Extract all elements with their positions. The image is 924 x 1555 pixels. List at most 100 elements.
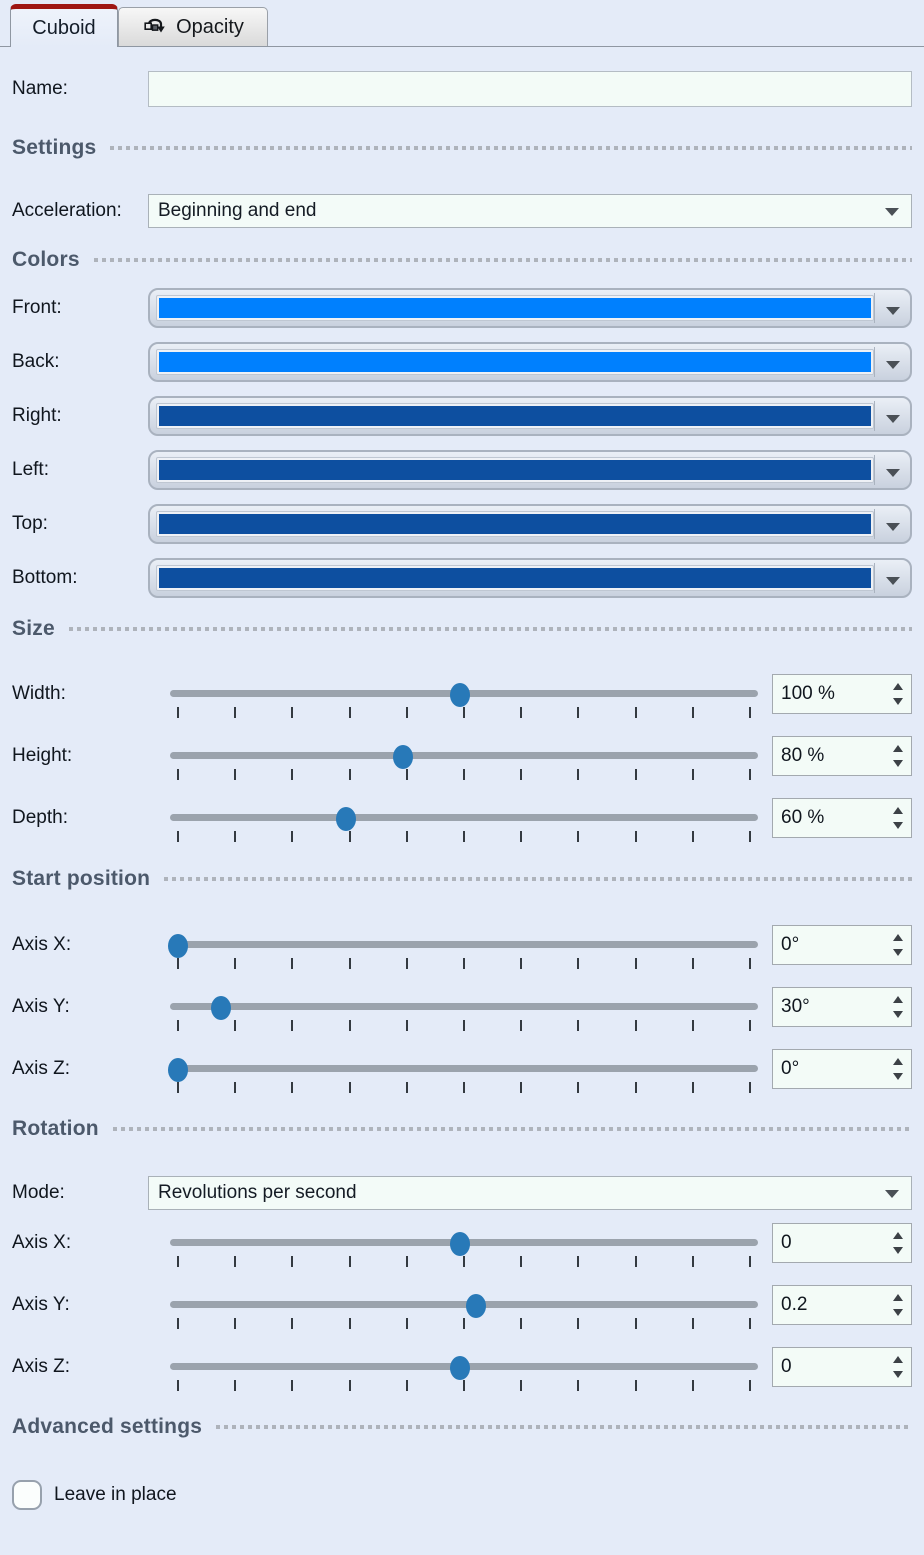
- section-divider: [68, 627, 912, 631]
- acceleration-label: Acceleration:: [12, 200, 122, 221]
- height-spinbox[interactable]: 80 %: [772, 736, 912, 776]
- slider-handle[interactable]: [211, 996, 232, 1020]
- color-row-back: Back:: [0, 342, 924, 382]
- color-dropdown-button[interactable]: [874, 509, 910, 539]
- acceleration-dropdown[interactable]: Beginning and end: [148, 194, 912, 228]
- color-picker-bottom[interactable]: [148, 558, 912, 598]
- start-axis-x-row: Axis X: 0°: [0, 917, 924, 973]
- width-value: 100 %: [781, 683, 835, 704]
- spin-down-icon[interactable]: [893, 1073, 903, 1080]
- slider-track[interactable]: [170, 941, 758, 948]
- section-start-position: Start position: [0, 865, 924, 893]
- chevron-down-icon: [885, 577, 900, 585]
- name-input[interactable]: [148, 71, 912, 107]
- depth-slider[interactable]: [170, 807, 758, 842]
- spin-down-icon[interactable]: [893, 1309, 903, 1316]
- section-advanced: Advanced settings: [0, 1413, 924, 1441]
- section-size: Size: [0, 615, 924, 643]
- spin-down-icon[interactable]: [893, 698, 903, 705]
- height-slider-row: Height: 80 %: [0, 728, 924, 784]
- rotation-axis-y-row: Axis Y: 0.2: [0, 1277, 924, 1333]
- mode-dropdown[interactable]: Revolutions per second: [148, 1176, 912, 1210]
- slider-track[interactable]: [170, 752, 758, 759]
- depth-spinbox[interactable]: 60 %: [772, 798, 912, 838]
- leave-in-place-label: Leave in place: [54, 1484, 177, 1505]
- slider-handle[interactable]: [450, 683, 471, 707]
- spin-up-icon[interactable]: [893, 934, 903, 941]
- slider-track[interactable]: [170, 1003, 758, 1010]
- slider-track[interactable]: [170, 1065, 758, 1072]
- slider-handle[interactable]: [393, 745, 414, 769]
- color-picker-front[interactable]: [148, 288, 912, 328]
- color-dropdown-button[interactable]: [874, 455, 910, 485]
- color-picker-top[interactable]: [148, 504, 912, 544]
- color-front-label: Front:: [12, 297, 62, 318]
- slider-ticks: [177, 831, 751, 842]
- spin-up-icon[interactable]: [893, 996, 903, 1003]
- start-axis-x-slider[interactable]: [168, 934, 758, 969]
- tab-opacity[interactable]: Opacity: [118, 7, 268, 46]
- rotation-axis-z-slider[interactable]: [170, 1356, 758, 1391]
- depth-slider-row: Depth: 60 %: [0, 790, 924, 846]
- start-axis-z-spinbox[interactable]: 0°: [772, 1049, 912, 1089]
- spin-down-icon[interactable]: [893, 949, 903, 956]
- spin-up-icon[interactable]: [893, 1356, 903, 1363]
- chevron-down-icon: [885, 523, 900, 531]
- slider-handle[interactable]: [168, 934, 189, 958]
- spin-down-icon[interactable]: [893, 1247, 903, 1254]
- slider-handle[interactable]: [335, 807, 356, 831]
- rotation-axis-y-spinbox[interactable]: 0.2: [772, 1285, 912, 1325]
- start-axis-y-slider[interactable]: [170, 996, 758, 1031]
- chevron-down-icon: [885, 361, 900, 369]
- leave-in-place-checkbox[interactable]: [12, 1480, 42, 1510]
- color-dropdown-button[interactable]: [874, 293, 910, 323]
- color-picker-right[interactable]: [148, 396, 912, 436]
- spin-up-icon[interactable]: [893, 1058, 903, 1065]
- color-swatch: [159, 352, 871, 372]
- color-swatch-frame: [156, 511, 874, 537]
- rotation-axis-x-label: Axis X:: [12, 1232, 72, 1253]
- color-dropdown-button[interactable]: [874, 401, 910, 431]
- start-axis-y-value: 30°: [781, 996, 810, 1017]
- spin-down-icon[interactable]: [893, 822, 903, 829]
- color-picker-back[interactable]: [148, 342, 912, 382]
- width-slider[interactable]: [170, 683, 758, 718]
- slider-track[interactable]: [170, 814, 758, 821]
- slider-handle[interactable]: [465, 1294, 486, 1318]
- rotation-axis-z-spinbox[interactable]: 0: [772, 1347, 912, 1387]
- color-swatch: [159, 568, 871, 588]
- rotation-axis-y-slider[interactable]: [170, 1294, 758, 1329]
- start-axis-y-spinbox[interactable]: 30°: [772, 987, 912, 1027]
- spin-down-icon[interactable]: [893, 1011, 903, 1018]
- spin-up-icon[interactable]: [893, 745, 903, 752]
- spin-up-icon[interactable]: [893, 1294, 903, 1301]
- height-value: 80 %: [781, 745, 825, 766]
- start-axis-z-slider[interactable]: [168, 1058, 758, 1093]
- color-dropdown-button[interactable]: [874, 563, 910, 593]
- color-picker-left[interactable]: [148, 450, 912, 490]
- color-dropdown-button[interactable]: [874, 347, 910, 377]
- tab-cuboid[interactable]: Cuboid: [10, 4, 118, 47]
- slider-ticks: [177, 769, 751, 780]
- slider-handle[interactable]: [450, 1232, 471, 1256]
- rotation-axis-x-slider[interactable]: [170, 1232, 758, 1267]
- slider-track[interactable]: [170, 1301, 758, 1308]
- section-rotation-title: Rotation: [12, 1117, 99, 1140]
- name-label: Name:: [12, 78, 68, 99]
- rotation-axis-x-row: Axis X: 0: [0, 1215, 924, 1271]
- rotation-axis-z-row: Axis Z: 0: [0, 1339, 924, 1395]
- spin-up-icon[interactable]: [893, 1232, 903, 1239]
- slider-handle[interactable]: [450, 1356, 471, 1380]
- slider-handle[interactable]: [168, 1058, 189, 1082]
- height-label: Height:: [12, 745, 73, 766]
- spin-up-icon[interactable]: [893, 683, 903, 690]
- spin-down-icon[interactable]: [893, 760, 903, 767]
- height-slider[interactable]: [170, 745, 758, 780]
- spin-down-icon[interactable]: [893, 1371, 903, 1378]
- width-spinbox[interactable]: 100 %: [772, 674, 912, 714]
- spin-up-icon[interactable]: [893, 807, 903, 814]
- start-axis-x-spinbox[interactable]: 0°: [772, 925, 912, 965]
- rotation-axis-x-spinbox[interactable]: 0: [772, 1223, 912, 1263]
- acceleration-value: Beginning and end: [158, 200, 317, 221]
- color-swatch: [159, 460, 871, 480]
